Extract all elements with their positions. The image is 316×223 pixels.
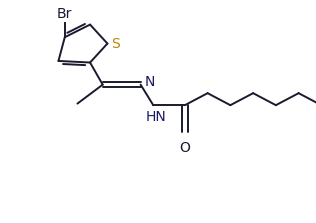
Text: S: S	[111, 37, 120, 51]
Text: Br: Br	[57, 7, 72, 21]
Text: N: N	[145, 75, 155, 89]
Text: HN: HN	[145, 110, 166, 124]
Text: O: O	[179, 140, 190, 155]
